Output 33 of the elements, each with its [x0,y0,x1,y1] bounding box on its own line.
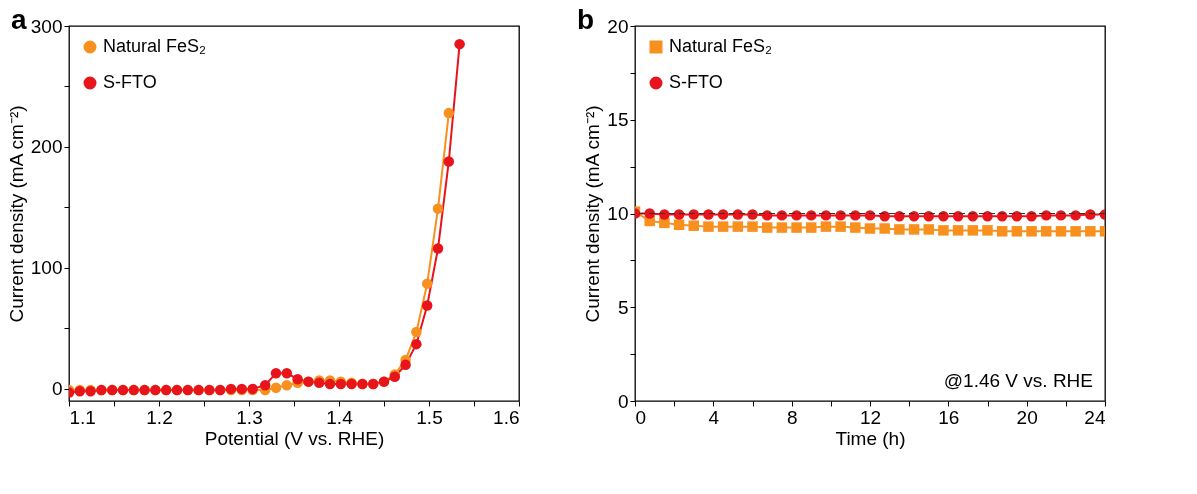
y-axis-title: Current density (mA cm⁻²) [5,105,27,323]
x-tick-label: 8 [786,406,798,428]
x-tick-label: 1.1 [69,406,96,428]
legend-label: Natural FeS₂ [669,36,773,56]
x-tick-label: 16 [938,406,960,428]
x-tick-label: 12 [859,406,882,428]
y-tick-label: 20 [607,15,629,37]
legend-label: S-FTO [669,72,723,92]
y-tick-label: 300 [30,15,63,37]
x-tick-label: 1.2 [146,406,173,428]
y-tick-label: 100 [30,257,63,279]
annotation: @1.46 V vs. RHE [943,370,1093,391]
y-tick-label: 0 [617,390,629,412]
x-axis-title: Potential (V vs. RHE) [204,427,385,449]
x-tick-label: 24 [1084,406,1106,428]
x-tick-label: 4 [708,406,720,428]
x-tick-label: 1.3 [236,406,263,428]
y-tick-label: 10 [607,203,629,224]
x-axis-title: Time (h) [835,427,906,449]
x-tick-label: 20 [1016,406,1038,428]
y-axis-title: Current density (mA cm⁻²) [582,105,604,323]
y-tick-label: 5 [617,296,629,318]
y-tick-label: 15 [607,109,629,131]
x-tick-label: 1.4 [326,406,354,428]
legend-label: S-FTO [103,72,157,92]
x-tick-label: 1.6 [493,406,520,428]
chart-title: b [577,4,595,35]
legend-label: Natural FeS₂ [103,36,207,56]
x-tick-label: 1.5 [416,406,443,428]
x-tick-label: 0 [635,406,647,428]
y-tick-label: 200 [30,136,63,158]
y-tick-label: 0 [51,378,63,400]
chart-title: a [11,4,27,35]
